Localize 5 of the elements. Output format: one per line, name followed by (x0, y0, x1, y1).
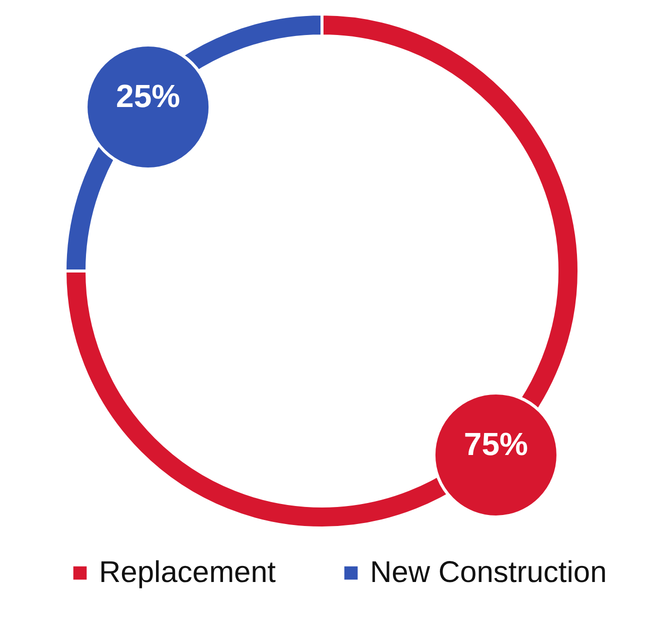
legend-label: New Construction (370, 556, 607, 589)
donut-slice (64, 12, 580, 530)
legend-label: Replacement (99, 556, 276, 589)
data-label: 75% (464, 426, 528, 462)
data-label: 25% (116, 78, 180, 114)
